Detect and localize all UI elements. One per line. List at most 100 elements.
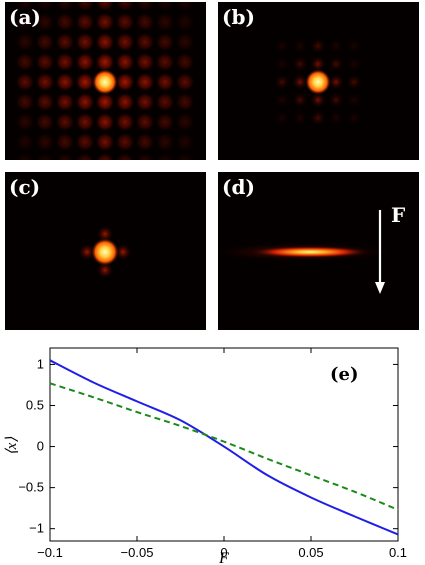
lattice-spot — [175, 152, 195, 160]
panel-c-label: (c) — [9, 175, 41, 199]
y-tick-label: −0.5 — [18, 480, 44, 495]
y-tick-label: 1 — [37, 356, 44, 371]
lattice-spot — [175, 112, 195, 132]
lattice-spot — [95, 52, 115, 72]
lattice-spot — [35, 112, 55, 132]
lattice-spot — [273, 109, 291, 127]
lattice-spot — [309, 91, 327, 109]
lattice-spot — [75, 32, 95, 52]
lattice-spot — [175, 12, 195, 32]
lattice-spot — [55, 32, 75, 52]
lattice-spot — [75, 2, 95, 12]
panel-d-heatmap: F — [218, 203, 405, 294]
lattice-spot — [95, 132, 115, 152]
panel-a-label: (a) — [9, 5, 41, 29]
lattice-spot — [15, 52, 35, 72]
lattice-spot — [75, 152, 95, 160]
lattice-spot — [309, 37, 327, 55]
lattice-spot — [291, 109, 309, 127]
lattice-spot — [135, 72, 155, 92]
lattice-spot — [155, 112, 175, 132]
lattice-spot — [15, 12, 35, 32]
lattice-spot — [291, 91, 309, 109]
lattice-spot — [55, 92, 75, 112]
lattice-spot — [75, 92, 95, 112]
lattice-spot — [95, 2, 115, 12]
panel-b-label: (b) — [222, 5, 255, 29]
x-axis-label: F — [218, 550, 229, 565]
lattice-spot — [175, 32, 195, 52]
series-solid-line — [49, 359, 399, 536]
lattice-spot — [155, 152, 175, 160]
lattice-spot — [155, 132, 175, 152]
lattice-spot — [55, 12, 75, 32]
lattice-spot — [309, 55, 327, 73]
lattice-spot — [327, 109, 345, 127]
lattice-spot — [273, 73, 291, 91]
lattice-spot — [273, 91, 291, 109]
lattice-spot — [115, 32, 135, 52]
lattice-spot — [55, 72, 75, 92]
lattice-spot — [175, 132, 195, 152]
x-tick-label: −0.1 — [37, 545, 63, 560]
lattice-spot — [327, 37, 345, 55]
panel-e-label: (e) — [330, 364, 359, 385]
lattice-spot — [15, 2, 35, 12]
lattice-spot — [15, 152, 35, 160]
lattice-spot — [35, 152, 55, 160]
lattice-spot — [291, 37, 309, 55]
lattice-spot — [345, 91, 363, 109]
panel-c: (c) — [5, 172, 206, 330]
lattice-spot — [115, 112, 135, 132]
panel-b-heatmap — [273, 37, 363, 127]
lattice-spot — [55, 112, 75, 132]
y-tick-label: −1 — [29, 521, 44, 536]
lattice-spot — [75, 52, 95, 72]
panel-b: (b) — [218, 2, 419, 160]
lattice-spot — [35, 12, 55, 32]
lattice-spot — [135, 112, 155, 132]
lattice-spot — [135, 2, 155, 12]
lattice-spot — [135, 132, 155, 152]
lattice-spot — [95, 152, 115, 160]
lattice-spot — [155, 52, 175, 72]
lattice-spot — [75, 112, 95, 132]
lattice-spot — [155, 32, 175, 52]
lattice-spot — [35, 2, 55, 12]
x-tick-label: 0 — [220, 545, 227, 560]
lattice-spot — [75, 12, 95, 32]
lattice-spot — [35, 92, 55, 112]
panel-c-heatmap — [78, 225, 132, 279]
lattice-spot — [55, 152, 75, 160]
lattice-spot — [55, 132, 75, 152]
lattice-spot — [15, 132, 35, 152]
lattice-spot — [135, 152, 155, 160]
lattice-spot — [135, 92, 155, 112]
panel-a: (a) — [5, 2, 206, 160]
x-tick-label: −0.05 — [121, 545, 154, 560]
series-dashed-line — [49, 382, 399, 511]
lattice-spot — [345, 55, 363, 73]
panel-a-heatmap — [15, 2, 195, 160]
lattice-spot — [327, 55, 345, 73]
force-label: F — [391, 203, 405, 227]
lattice-spot — [75, 72, 95, 92]
x-tick-label: 0.05 — [298, 545, 323, 560]
lattice-spot — [327, 73, 345, 91]
lattice-spot — [115, 2, 135, 12]
lattice-spot — [55, 52, 75, 72]
lattice-spot — [95, 92, 115, 112]
lattice-spot — [115, 52, 135, 72]
lattice-spot — [95, 12, 115, 32]
lattice-spot — [15, 32, 35, 52]
x-tick-label: 0.1 — [389, 545, 407, 560]
lattice-spot — [309, 109, 327, 127]
lattice-spot — [115, 12, 135, 32]
lattice-spot — [155, 92, 175, 112]
lattice-spot — [273, 37, 291, 55]
lattice-spot — [345, 37, 363, 55]
lattice-spot — [115, 92, 135, 112]
lattice-spot — [135, 32, 155, 52]
lattice-spot — [115, 132, 135, 152]
chart-e: −0.1 −0.05 0 0.05 0.1 −1 −0.5 0 0.5 1 (e) F ⟨x⟩ — [4, 347, 407, 565]
